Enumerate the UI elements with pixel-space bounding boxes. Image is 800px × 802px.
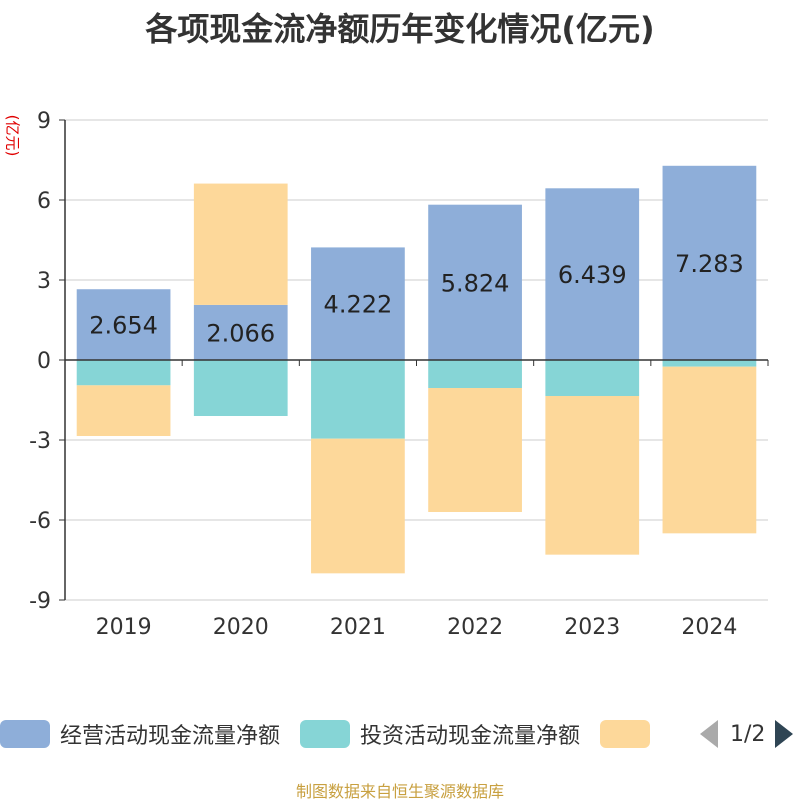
bar-series-0-2019 [76, 289, 171, 360]
bar-series-2-2022 [428, 388, 522, 512]
x-tick-label: 2023 [564, 615, 620, 640]
bar-series-0-2020 [193, 304, 288, 360]
legend-item-investing[interactable]: 投资活动现金流量净额 [300, 718, 580, 750]
data-source-note: 制图数据来自恒生聚源数据库 [295, 782, 504, 801]
bar-series-2-2020 [193, 183, 288, 305]
legend-next-page-icon[interactable] [775, 720, 794, 748]
bar-series-0-2021 [311, 247, 405, 360]
axes: 9 6 3 0 -3 -6 -9 2019 2020 2021 2022 2023 2024 [29, 109, 769, 640]
data-label: 6.439 [558, 261, 627, 289]
bar-series-2-2019 [76, 385, 171, 436]
bar-series-1-2019 [76, 360, 171, 386]
y-tick-label: -6 [29, 509, 51, 534]
grid-lines [65, 119, 768, 601]
bar-chart: 2.654 2.066 4.222 5.824 6.439 7.283 9 6 3 0 -3 -6 -… [29, 109, 769, 640]
bar-series-0-2023 [545, 188, 640, 360]
x-tick-label: 2020 [213, 615, 269, 640]
bar-series-2-2024 [662, 366, 757, 534]
x-tick-label: 2022 [447, 615, 503, 640]
legend-swatch-financing [600, 720, 651, 748]
data-label: 5.824 [441, 269, 510, 297]
bar-series-0-2022 [428, 204, 522, 360]
legend-item-financing[interactable] [600, 720, 660, 748]
y-tick-label: 9 [37, 109, 51, 134]
legend-label-investing: 投资活动现金流量净额 [360, 724, 581, 749]
chart-title: 各项现金流净额历年变化情况(亿元) [145, 10, 655, 48]
bar-series-2-2023 [545, 396, 640, 555]
y-tick-label: 6 [37, 189, 51, 214]
y-tick-label: -9 [29, 589, 51, 614]
legend: 经营活动现金流量净额 投资活动现金流量净额 [0, 716, 680, 752]
bar-series-1-2020 [193, 360, 288, 416]
bars [76, 165, 757, 574]
y-tick-label: -3 [29, 429, 51, 454]
legend-label-operating: 经营活动现金流量净额 [60, 724, 281, 749]
legend-item-operating[interactable]: 经营活动现金流量净额 [0, 718, 280, 750]
legend-pager: 1/2 [700, 716, 794, 752]
bar-series-2-2021 [311, 438, 405, 574]
legend-swatch-operating [0, 720, 50, 748]
x-tick-label: 2019 [96, 615, 152, 640]
bar-series-1-2021 [311, 360, 405, 439]
data-label: 2.654 [89, 312, 158, 340]
bar-series-1-2024 [662, 360, 757, 367]
data-label: 7.283 [675, 250, 744, 278]
x-tick-label: 2021 [330, 615, 386, 640]
legend-swatch-investing [300, 720, 351, 748]
bar-series-1-2023 [545, 360, 640, 396]
data-labels: 2.654 2.066 4.222 5.824 6.439 7.283 [89, 250, 744, 348]
y-tick-label: 3 [37, 269, 51, 294]
data-label: 4.222 [324, 291, 393, 319]
bar-series-1-2022 [428, 360, 522, 388]
bar-series-0-2024 [662, 165, 757, 360]
data-label: 2.066 [206, 319, 275, 347]
legend-page-indicator: 1/2 [730, 721, 766, 747]
y-tick-label: 0 [37, 349, 51, 374]
x-tick-label: 2024 [681, 615, 737, 640]
legend-prev-page-icon[interactable] [700, 720, 718, 748]
